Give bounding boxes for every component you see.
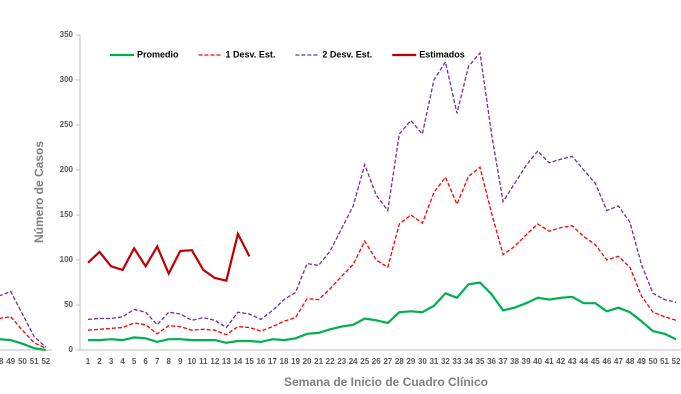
x-tick-label: 51	[660, 357, 669, 366]
x-tick-label: 46	[602, 357, 611, 366]
x-tick-label: 17	[268, 357, 277, 366]
x-tick-label: 14	[233, 357, 242, 366]
x-tick-label: 15	[245, 357, 254, 366]
x-tick-label: 42	[556, 357, 565, 366]
legend-label: 1 Desv. Est.	[226, 49, 276, 59]
x-tick-label: 49	[6, 357, 15, 366]
legend-label: Estimados	[419, 49, 465, 59]
x-tick-label: 24	[349, 357, 358, 366]
x-tick-label: 19	[291, 357, 300, 366]
x-tick-label: 10	[187, 357, 196, 366]
x-tick-label: 52	[41, 357, 50, 366]
x-tick-label: 6	[143, 357, 148, 366]
x-tick-label: 37	[499, 357, 508, 366]
x-axis-label: Semana de Inicio de Cuadro Clínico	[284, 375, 488, 389]
x-tick-label: 28	[395, 357, 404, 366]
x-tick-label: 50	[18, 357, 27, 366]
y-tick-label: 0	[69, 345, 74, 354]
x-tick-label: 33	[453, 357, 462, 366]
x-tick-label: 4	[120, 357, 125, 366]
x-tick-label: 31	[429, 357, 438, 366]
x-tick-label: 25	[360, 357, 369, 366]
legend-label: Promedio	[137, 49, 179, 59]
x-tick-label: 21	[314, 357, 323, 366]
series-line	[0, 316, 47, 349]
legend-label: 2 Desv. Est.	[322, 49, 372, 59]
x-tick-label: 44	[579, 357, 588, 366]
x-tick-label: 47	[614, 357, 623, 366]
x-tick-label: 23	[337, 357, 346, 366]
x-tick-label: 20	[303, 357, 312, 366]
x-tick-label: 13	[222, 357, 231, 366]
x-tick-label: 30	[418, 357, 427, 366]
y-axis-label: Número de Casos	[32, 141, 46, 243]
x-tick-label: 9	[178, 357, 183, 366]
x-tick-label: 41	[545, 357, 554, 366]
x-tick-label: 34	[464, 357, 473, 366]
x-tick-label: 36	[487, 357, 496, 366]
x-tick-label: 52	[672, 357, 681, 366]
x-tick-label: 32	[441, 357, 450, 366]
x-tick-label: 38	[510, 357, 519, 366]
x-tick-label: 18	[280, 357, 289, 366]
x-tick-label: 39	[522, 357, 531, 366]
x-tick-label: 26	[372, 357, 381, 366]
x-tick-label: 22	[326, 357, 335, 366]
y-tick-label: 150	[60, 210, 74, 219]
series-line	[87, 230, 251, 283]
x-tick-label: 51	[30, 357, 39, 366]
x-tick-label: 12	[210, 357, 219, 366]
x-tick-label: 16	[256, 357, 265, 366]
series-line	[87, 166, 677, 336]
x-tick-label: 48	[0, 357, 4, 366]
y-tick-label: 300	[60, 75, 74, 84]
x-tick-label: 2	[97, 357, 102, 366]
x-tick-label: 48	[625, 357, 634, 366]
y-tick-label: 250	[60, 120, 74, 129]
y-tick-label: 50	[64, 300, 73, 309]
x-tick-label: 7	[155, 357, 160, 366]
x-tick-label: 40	[533, 357, 542, 366]
x-tick-label: 11	[199, 357, 208, 366]
series-line	[87, 51, 677, 329]
x-tick-label: 35	[476, 357, 485, 366]
series-line	[0, 338, 46, 352]
x-tick-label: 43	[568, 357, 577, 366]
x-tick-label: 50	[649, 357, 658, 366]
x-tick-label: 5	[132, 357, 137, 366]
x-tick-label: 29	[406, 357, 415, 366]
series-line	[0, 290, 47, 348]
series-line	[88, 281, 677, 344]
x-tick-label: 1	[86, 357, 91, 366]
x-tick-label: 49	[637, 357, 646, 366]
y-tick-label: 100	[60, 255, 74, 264]
x-tick-label: 8	[166, 357, 171, 366]
x-tick-label: 27	[383, 357, 392, 366]
y-tick-label: 200	[60, 165, 74, 174]
x-tick-label: 3	[109, 357, 114, 366]
y-tick-label: 350	[60, 30, 74, 39]
x-tick-label: 45	[591, 357, 600, 366]
